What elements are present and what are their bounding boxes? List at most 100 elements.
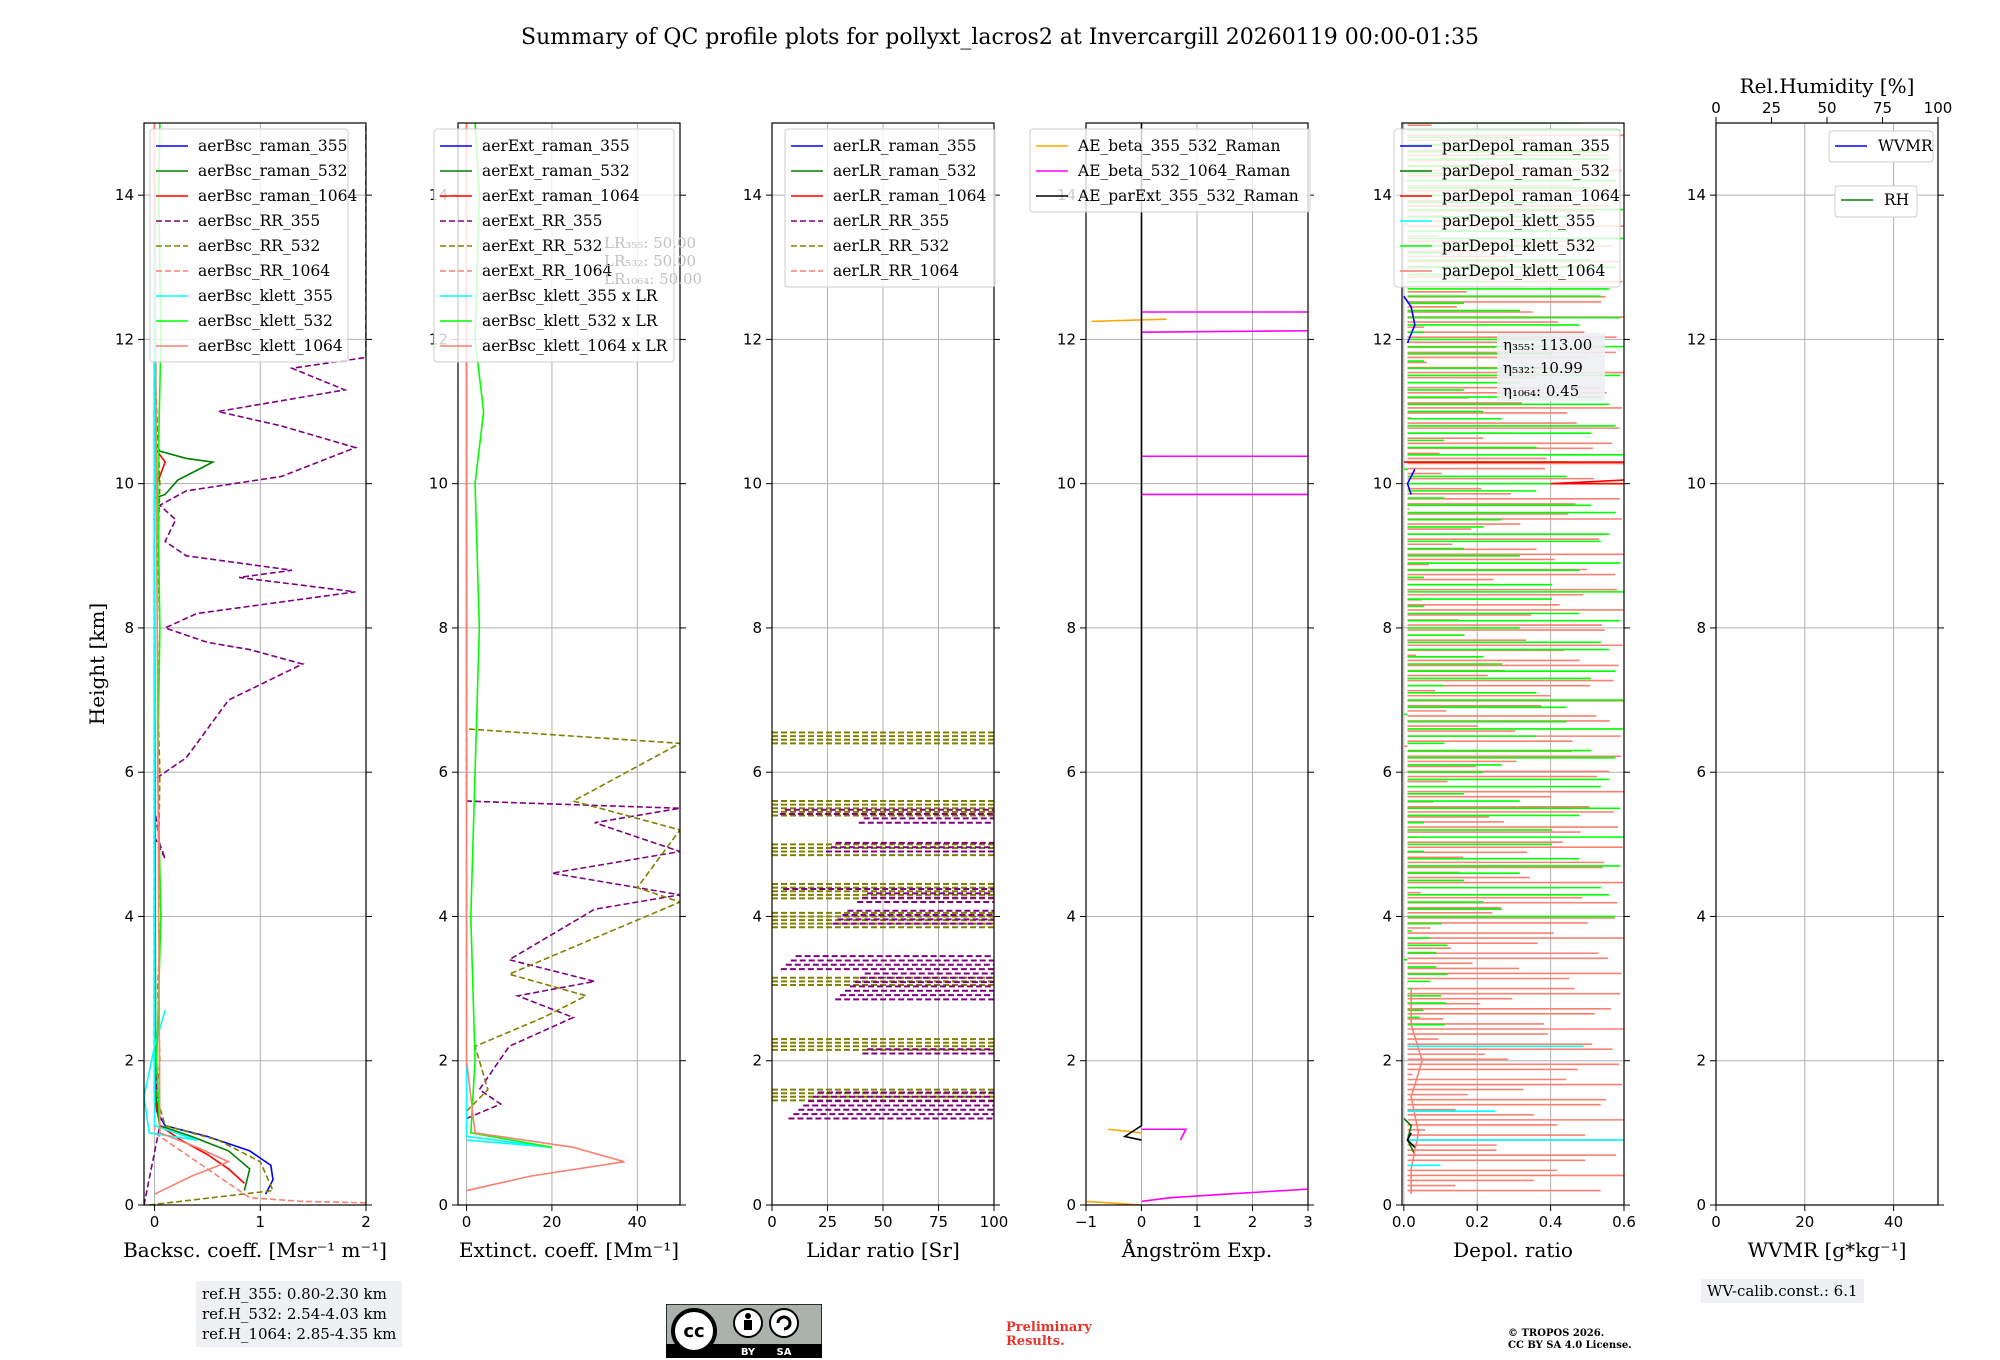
series-parDepol_raman_355 <box>1403 295 1416 344</box>
ytick-label: 4 <box>1696 907 1706 925</box>
ytick-label: 0 <box>438 1196 448 1214</box>
cc-by-sa-logo: cc BY SA <box>666 1304 822 1358</box>
reference-heights-box: ref.H_355: 0.80-2.30 km ref.H_532: 2.54-… <box>196 1281 403 1347</box>
ytick-label: 10 <box>1057 475 1076 493</box>
legend-label: aerExt_raman_355 <box>482 137 630 155</box>
series-aerBsc_raman_532 <box>153 123 251 1191</box>
series-parDepol_klett_1064 <box>1406 1132 1416 1148</box>
legend-label: parDepol_raman_355 <box>1442 137 1610 155</box>
series-aerExt_RR_355 <box>465 123 680 1120</box>
ytick-label: 6 <box>124 763 134 781</box>
eta-annotation: η₁₀₆₄: 0.45 <box>1503 382 1579 400</box>
ytick-label: 6 <box>1382 763 1392 781</box>
xtick-label: 3 <box>1303 1213 1313 1231</box>
ytick-label: 12 <box>743 330 762 348</box>
x-axis-label: Backsc. coeff. [Msr⁻¹ m⁻¹] <box>123 1238 387 1262</box>
legend-label: aerBsc_RR_355 <box>198 212 320 230</box>
plot-area-bsc <box>144 123 366 1205</box>
legend-label: aerBsc_raman_1064 <box>198 187 358 205</box>
by-person-head-icon <box>745 1313 751 1319</box>
legend-label: aerLR_raman_1064 <box>833 187 986 205</box>
ytick-label: 4 <box>1066 907 1076 925</box>
legend-lr: aerLR_raman_355 aerLR_raman_532 aerLR_rama… <box>784 128 996 288</box>
legend-label: aerBsc_raman_355 <box>198 137 348 155</box>
ytick-label: 2 <box>752 1052 762 1070</box>
legend-box <box>1834 185 1918 218</box>
ytick-label: 14 <box>1687 186 1706 204</box>
ytick-label: 6 <box>752 763 762 781</box>
xtick-label: 20 <box>542 1213 561 1231</box>
xtick-label: 25 <box>818 1213 837 1231</box>
top-xtick-label: 75 <box>1873 99 1892 117</box>
ytick-label: 0 <box>1382 1196 1392 1214</box>
legend-label: aerBsc_klett_532 x LR <box>482 312 659 330</box>
series-AE_beta_355_532_Raman <box>1086 1200 1142 1205</box>
xtick-label: 50 <box>873 1213 892 1231</box>
legend-label: parDepol_klett_355 <box>1442 212 1595 230</box>
ytick-label: 8 <box>124 619 134 637</box>
xtick-label: 0 <box>767 1213 777 1231</box>
legend-box <box>433 128 675 363</box>
xtick-label: 40 <box>628 1213 647 1231</box>
panel-frame <box>457 122 681 1206</box>
legend-box <box>1393 128 1621 288</box>
sa-label: SA <box>777 1347 792 1358</box>
cc-circle-icon <box>671 1308 717 1354</box>
legend-label: aerBsc_RR_532 <box>198 237 320 255</box>
preliminary-line-1: Preliminary <box>1006 1320 1092 1335</box>
legend-box <box>1828 130 1934 163</box>
legend-label: aerBsc_raman_532 <box>198 162 348 180</box>
legend-label: aerBsc_klett_1064 <box>198 337 343 355</box>
lr-annotation: LR₅₃₂: 50.00 <box>604 252 696 270</box>
series-parDepol_raman_532 <box>1403 1117 1416 1155</box>
ytick-label: 4 <box>752 907 762 925</box>
legend-label: aerLR_raman_355 <box>833 137 976 155</box>
x-axis-label: Lidar ratio [Sr] <box>806 1238 960 1262</box>
preliminary-line-2: Results. <box>1006 1334 1065 1349</box>
panel-frame <box>1401 122 1625 1206</box>
lr-annotation: LR₁₀₆₄: 50.00 <box>604 270 702 288</box>
xtick-label: 0 <box>1137 1213 1147 1231</box>
legend-label: AE_beta_532_1064_Raman <box>1077 162 1290 180</box>
ytick-label: 14 <box>743 186 762 204</box>
legend-label: AE_parExt_355_532_Raman <box>1077 187 1299 205</box>
top-axis-label: Rel.Humidity [%] <box>1740 74 1915 98</box>
sa-arrow-path-icon <box>776 1315 792 1331</box>
ytick-label: 6 <box>1066 763 1076 781</box>
legend-label: aerBsc_klett_1064 x LR <box>482 337 669 355</box>
legend-label: aerLR_RR_355 <box>833 212 949 230</box>
ytick-label: 8 <box>438 619 448 637</box>
x-axis-label: Depol. ratio <box>1453 1238 1573 1262</box>
plot-area-lr <box>772 731 994 1120</box>
ytick-label: 14 <box>1373 186 1392 204</box>
top-xtick-label: 50 <box>1817 99 1836 117</box>
xtick-label: 0 <box>462 1213 472 1231</box>
cc-glyph: cc <box>683 1321 704 1342</box>
xtick-label: 0.4 <box>1539 1213 1563 1231</box>
xtick-label: 0 <box>1711 1213 1721 1231</box>
ref-height-532: ref.H_532: 2.54-4.03 km <box>202 1305 387 1323</box>
ref-height-1064: ref.H_1064: 2.85-4.35 km <box>202 1325 397 1343</box>
legend-bsc: aerBsc_raman_355 aerBsc_raman_532 aerBsc_r… <box>149 128 358 363</box>
xtick-label: 20 <box>1795 1213 1814 1231</box>
ytick-label: 6 <box>438 763 448 781</box>
xtick-label: 40 <box>1884 1213 1903 1231</box>
series-parDepol_klett_1064 <box>1410 988 1424 1195</box>
legend-label: aerBsc_klett_355 x LR <box>482 287 659 305</box>
ytick-label: 2 <box>438 1052 448 1070</box>
ytick-label: 8 <box>1696 619 1706 637</box>
ytick-label: 14 <box>115 186 134 204</box>
series-AE_beta_532_1064_Raman <box>1141 1188 1308 1203</box>
ytick-label: 8 <box>1382 619 1392 637</box>
ytick-label: 0 <box>1696 1196 1706 1214</box>
by-person-body-icon <box>744 1320 752 1330</box>
legend-label: aerExt_RR_1064 <box>482 262 613 280</box>
legend-box <box>1029 128 1311 213</box>
legend-label-wvmr: WVMR <box>1878 137 1934 155</box>
x-axis-label: Extinct. coeff. [Mm⁻¹] <box>459 1238 679 1262</box>
legend-label: aerBsc_RR_1064 <box>198 262 330 280</box>
ytick-label: 8 <box>752 619 762 637</box>
eta-annotation: η₃₅₅: 113.00 <box>1503 336 1592 354</box>
series-AE_beta_532_1064_Raman <box>1141 1128 1188 1141</box>
legend-ext: aerExt_raman_355 aerExt_raman_532 aerExt_r… <box>433 128 675 363</box>
